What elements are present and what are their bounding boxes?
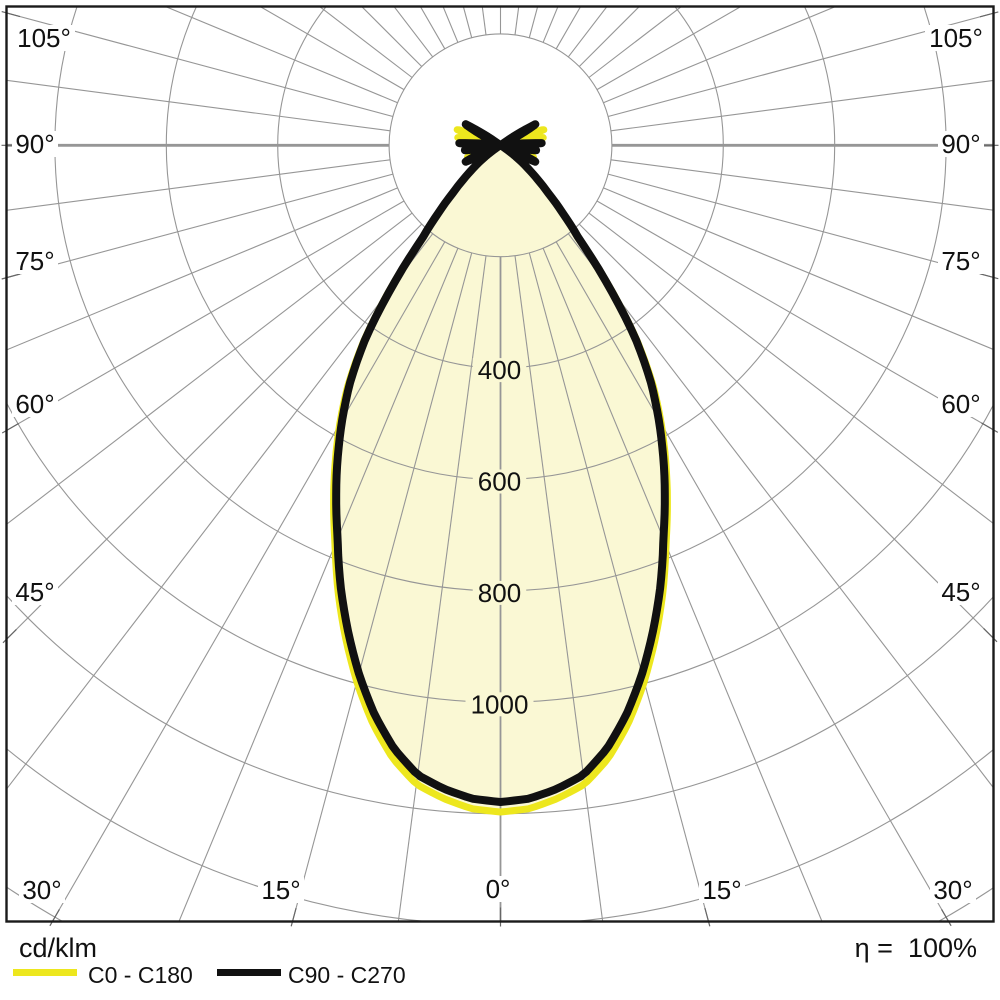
ring-value-label: 1000 xyxy=(471,689,529,719)
angle-label: 105° xyxy=(17,23,71,53)
angle-label: 15° xyxy=(261,875,300,905)
legend-swatch-c0-c180 xyxy=(13,969,77,976)
legend-label-c0-c180: C0 - C180 xyxy=(88,962,193,988)
angle-label: 60° xyxy=(941,389,980,419)
angle-label: 0° xyxy=(486,874,511,904)
angle-label: 45° xyxy=(941,577,980,607)
legend-label-c90-c270: C90 - C270 xyxy=(288,962,406,988)
angle-label: 90° xyxy=(941,129,980,159)
angle-label: 90° xyxy=(15,129,54,159)
angle-label: 75° xyxy=(15,246,54,276)
ring-value-label: 400 xyxy=(478,355,521,385)
angle-label: 60° xyxy=(15,389,54,419)
angle-label: 30° xyxy=(933,875,972,905)
ring-value-label: 600 xyxy=(478,467,521,497)
angle-label: 15° xyxy=(702,875,741,905)
angle-label: 75° xyxy=(941,246,980,276)
units-label: cd/klm xyxy=(19,933,98,963)
ring-value-label: 800 xyxy=(478,578,521,608)
efficiency-label: η = 100% xyxy=(854,933,977,963)
angle-label: 45° xyxy=(15,577,54,607)
legend-swatch-c90-c270 xyxy=(217,969,281,976)
angle-label: 30° xyxy=(22,875,61,905)
angle-label: 105° xyxy=(929,23,983,53)
